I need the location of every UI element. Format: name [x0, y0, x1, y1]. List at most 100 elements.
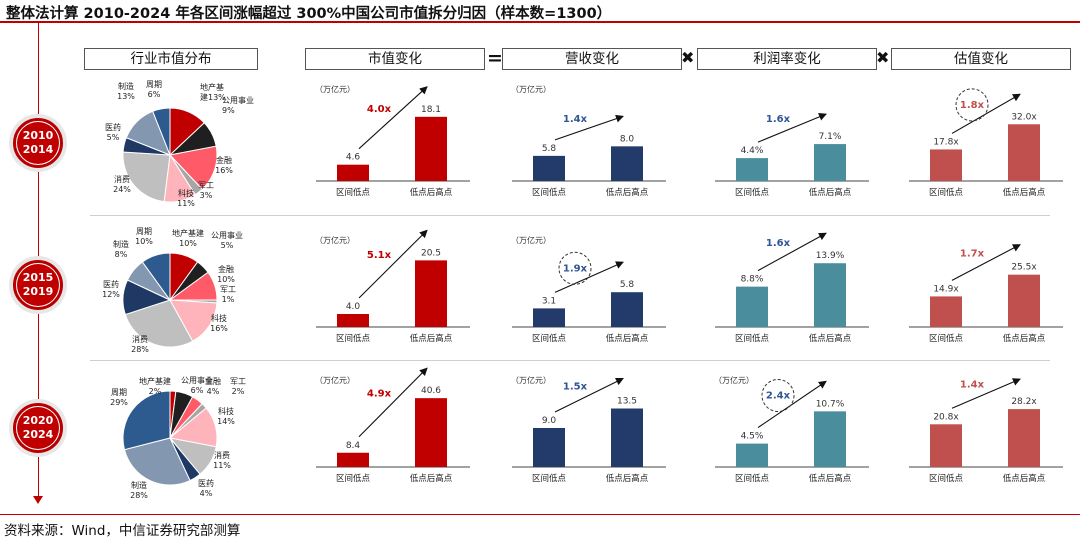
times-icon: ✖	[876, 48, 890, 67]
bar-value-label: 4.6	[346, 153, 361, 163]
pie-label-name: 周期	[111, 388, 127, 397]
period-end: 2024	[22, 428, 54, 441]
unit-label: （万亿元）	[511, 235, 551, 245]
pie-label-pct: 14%	[217, 417, 235, 426]
category-label: 区间低点	[735, 473, 770, 484]
pie-label-pct: 28%	[131, 345, 149, 354]
pie-slice	[152, 107, 171, 156]
unit-label: （万亿元）	[315, 84, 355, 94]
bar-value-label: 13.9%	[816, 251, 845, 261]
bar-value-label: 18.1	[421, 105, 441, 115]
unit-label: （万亿元）	[511, 375, 551, 385]
pie-label-pct: 5%	[221, 241, 234, 250]
category-label: 低点后高点	[1003, 187, 1046, 198]
bar-value-label: 20.8x	[933, 412, 959, 422]
pie-slice	[124, 299, 194, 348]
pie-label-name: 医药	[198, 478, 214, 488]
bar-value-label: 17.8x	[933, 137, 959, 147]
header-valuation: 估值变化	[891, 48, 1071, 70]
bar	[415, 398, 447, 467]
growth-arrow	[951, 93, 1021, 134]
period-badge-2015: 2015 2019	[9, 256, 67, 314]
pie-label-name: 军工	[198, 181, 214, 190]
category-label: 区间低点	[532, 473, 567, 484]
bar	[736, 158, 768, 181]
header-revenue: 营收变化	[502, 48, 682, 70]
bar-value-label: 13.5	[617, 397, 637, 407]
bar	[415, 116, 447, 181]
bar	[736, 286, 768, 327]
pie-label-name: 地产基建	[139, 376, 171, 386]
bar-value-label: 10.7%	[816, 399, 845, 409]
multiplier-label: 4.0x	[367, 104, 392, 115]
pie-slice	[123, 437, 191, 486]
bar	[337, 164, 369, 181]
category-label: 区间低点	[929, 333, 964, 344]
pie-slice	[122, 390, 171, 451]
bar	[611, 146, 643, 181]
bar	[930, 149, 962, 181]
pie-label-name: 地产基建	[172, 228, 204, 238]
bar	[533, 155, 565, 181]
multiplier-label: 1.4x	[563, 114, 588, 125]
bar-value-label: 28.2x	[1011, 397, 1037, 407]
bar	[533, 428, 565, 467]
category-label: 区间低点	[929, 473, 964, 484]
pie-label-name: 军工	[230, 377, 246, 386]
multiplier-label: 1.6x	[766, 238, 791, 249]
source-note: 资料来源：Wind，中信证券研究部测算	[4, 523, 241, 539]
pie-label-name: 科技	[211, 313, 227, 323]
multiplier-label: 1.7x	[960, 249, 985, 260]
category-label: 低点后高点	[410, 333, 453, 344]
growth-arrow	[358, 229, 428, 299]
pie-label-pct: 11%	[213, 461, 231, 470]
multiplier-label: 1.5x	[563, 381, 588, 392]
period-badge-2020: 2020 2024	[9, 399, 67, 457]
pie-label-name: 金融	[205, 376, 221, 386]
growth-arrow	[554, 114, 624, 141]
bar-value-label: 5.8	[620, 280, 635, 290]
category-label: 低点后高点	[410, 473, 453, 484]
bar	[814, 144, 846, 181]
unit-label: （万亿元）	[315, 235, 355, 245]
unit-label: （万亿元）	[511, 84, 551, 94]
bar	[814, 263, 846, 327]
highlight-circle	[955, 88, 989, 122]
category-label: 区间低点	[336, 333, 371, 344]
pie-label-name: 周期	[146, 80, 162, 89]
pie-label-name: 消费	[114, 174, 130, 184]
pie-label-name: 地产基	[200, 82, 224, 92]
bar	[1008, 409, 1040, 467]
pie-slice	[141, 252, 171, 302]
bar-value-label: 8.4	[346, 441, 361, 451]
growth-arrow	[358, 86, 428, 150]
unit-label: （万亿元）	[315, 375, 355, 385]
pie-label-name: 公用事业	[222, 95, 254, 105]
pie-label-pct: 3%	[200, 191, 213, 200]
bar	[814, 411, 846, 467]
pie-slice	[169, 145, 218, 190]
pie-label-name: 金融	[216, 155, 232, 165]
category-label: 区间低点	[735, 333, 770, 344]
period-end: 2019	[22, 285, 54, 298]
bar-value-label: 9.0	[542, 416, 557, 426]
bar-value-label: 8.0	[620, 134, 635, 144]
multiplier-label: 2.4x	[766, 390, 791, 401]
category-label: 低点后高点	[809, 473, 852, 484]
pie-label-pct: 2%	[149, 387, 162, 396]
growth-arrow	[757, 113, 827, 143]
bar	[1008, 274, 1040, 327]
category-label: 区间低点	[929, 187, 964, 198]
pie-label-name: 科技	[178, 188, 194, 198]
pie-label-pct: 4%	[200, 489, 213, 498]
bar-value-label: 3.1	[542, 296, 556, 306]
pie-label-pct: 24%	[113, 185, 131, 194]
period-start: 2020	[22, 414, 54, 427]
pie-label-pct: 5%	[107, 133, 120, 142]
multiplier-label: 5.1x	[367, 250, 392, 261]
pie-label-pct: 28%	[130, 491, 148, 500]
category-label: 低点后高点	[410, 187, 453, 198]
pie-label-pct: 6%	[191, 386, 204, 395]
bar	[415, 260, 447, 327]
